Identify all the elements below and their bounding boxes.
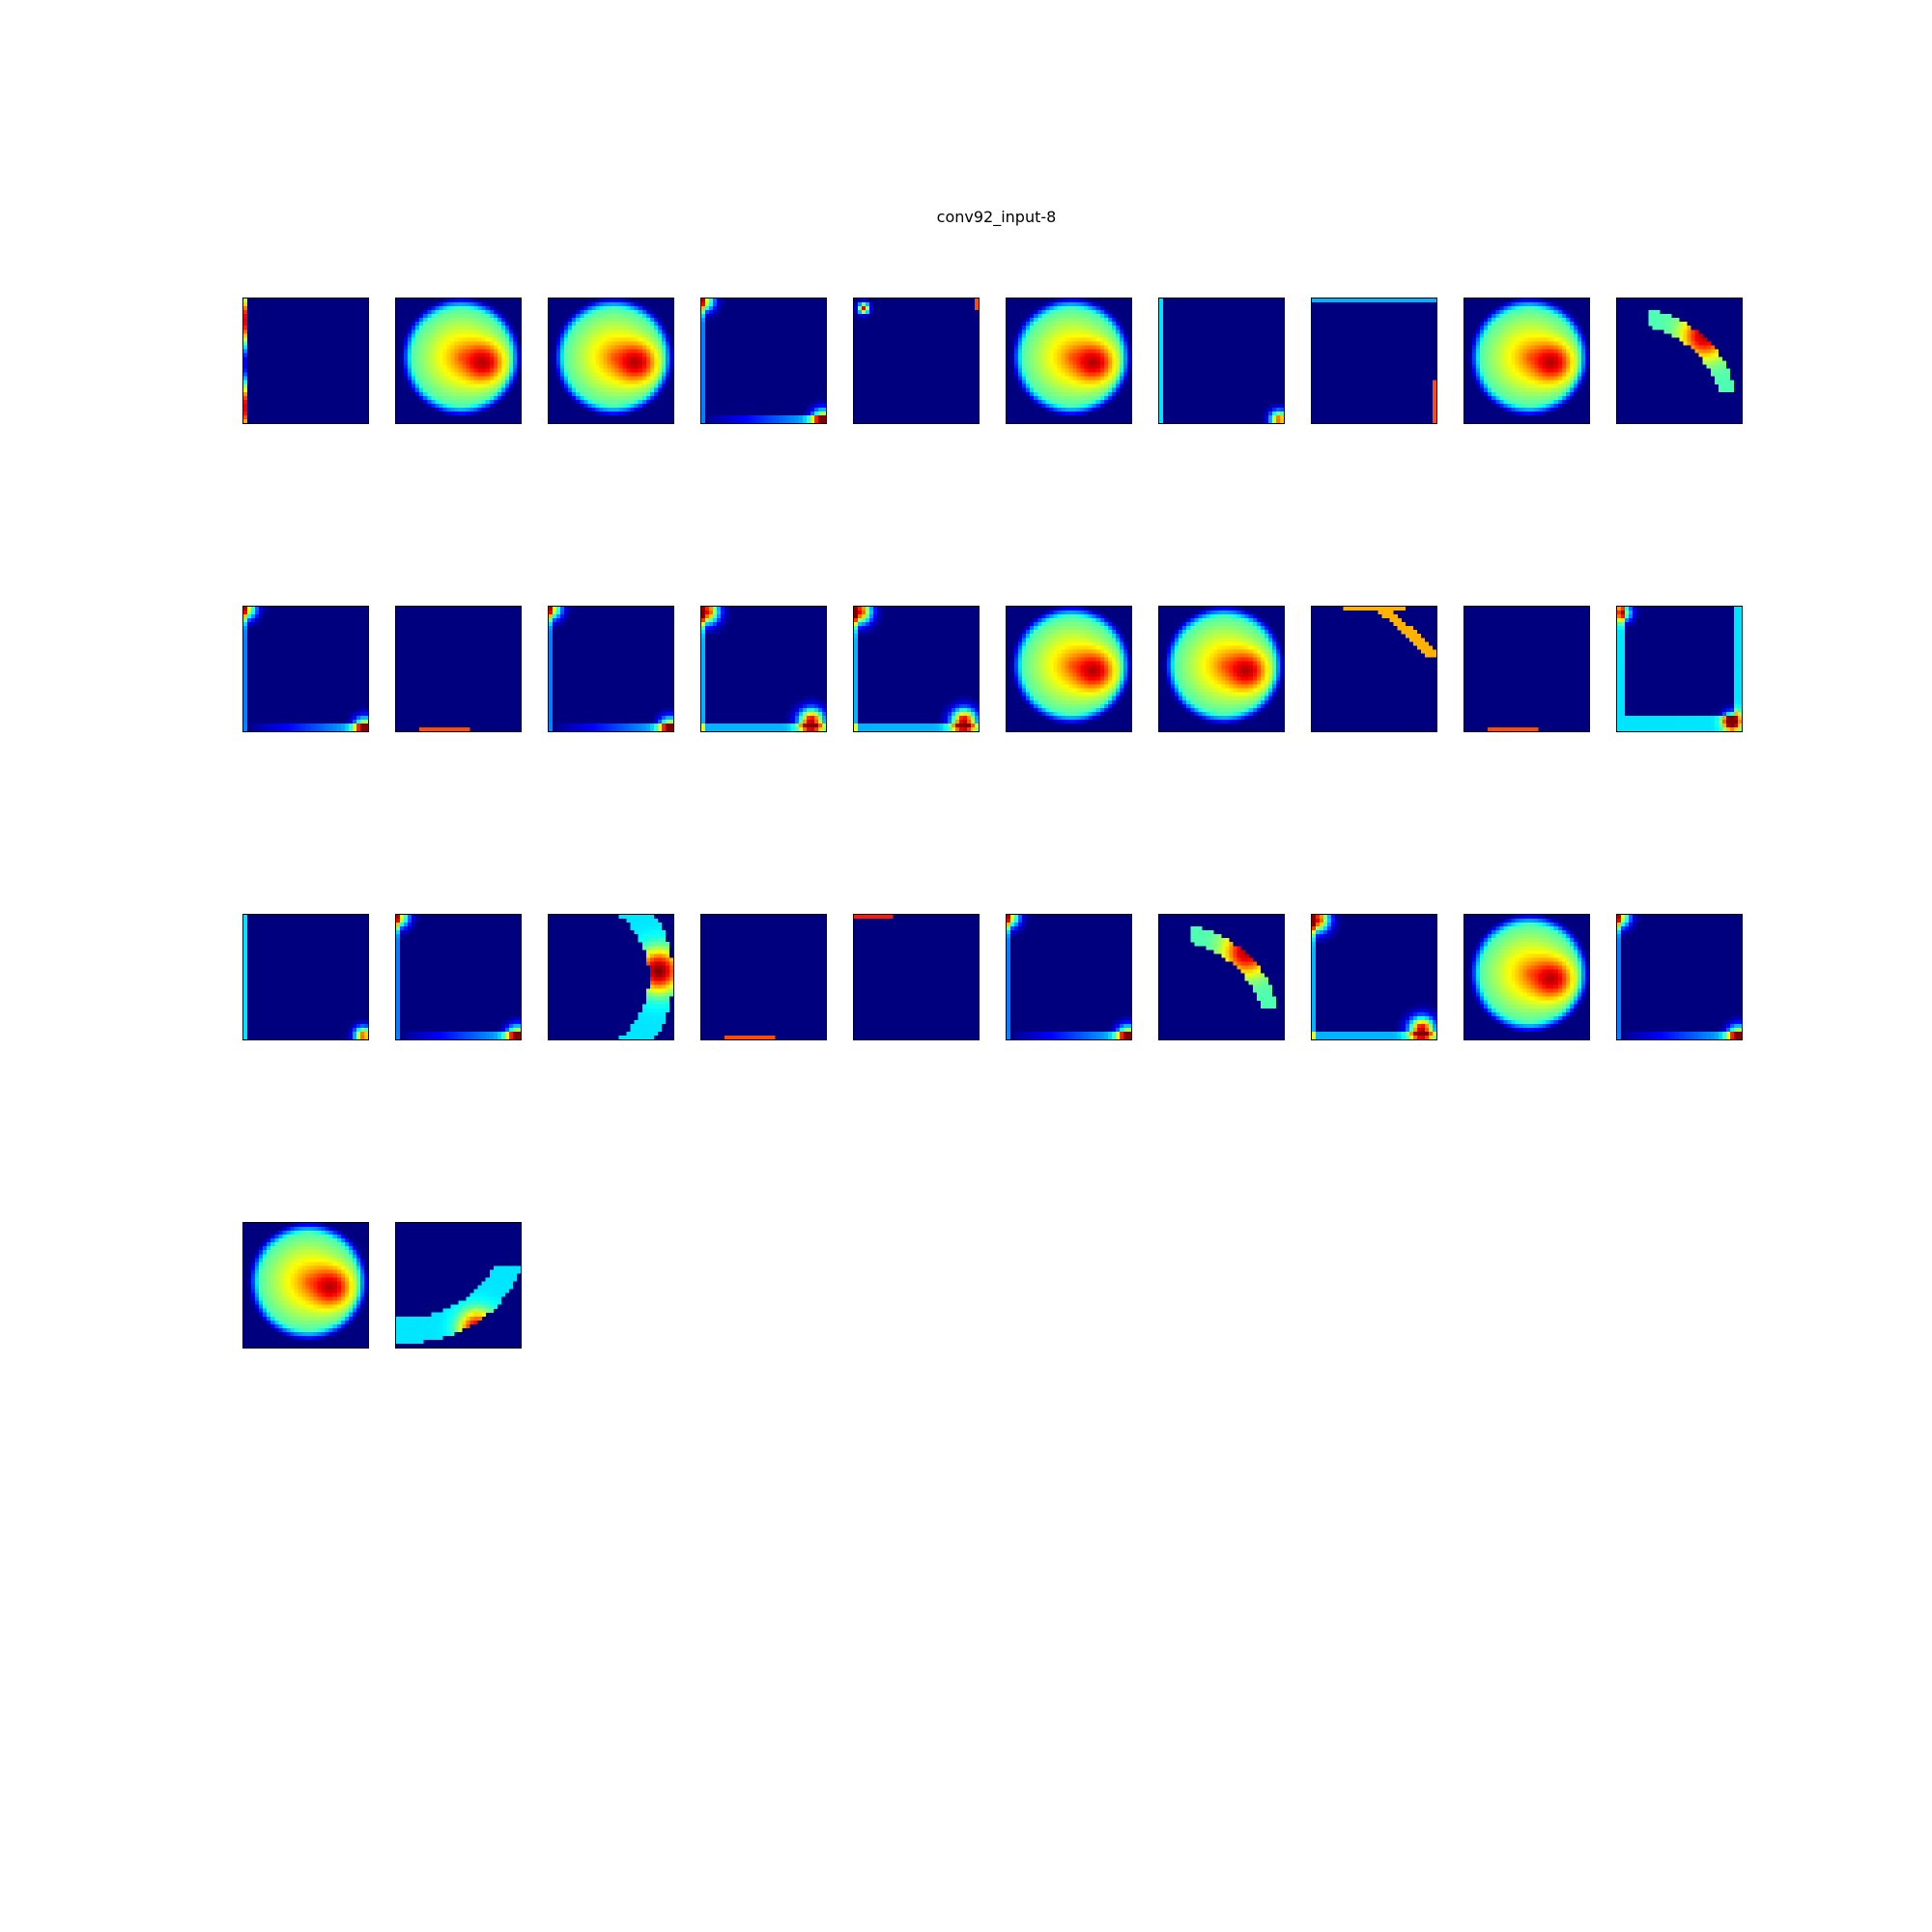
heatmap-panel-0 [242,298,369,424]
heatmap-panel-17 [1311,606,1437,732]
heatmap-panel-18 [1463,606,1590,732]
heatmap-panel-7 [1311,298,1437,424]
heatmap-panel-21 [395,914,522,1040]
heatmap-panel-9 [1616,298,1743,424]
heatmap-panel-25 [1006,914,1132,1040]
heatmap-panel-10 [242,606,369,732]
heatmap-panel-26 [1158,914,1285,1040]
heatmap-panel-24 [853,914,980,1040]
heatmap-panel-28 [1463,914,1590,1040]
heatmap-panel-23 [700,914,827,1040]
heatmap-panel-2 [548,298,674,424]
heatmap-panel-22 [548,914,674,1040]
heatmap-panel-27 [1311,914,1437,1040]
heatmap-panel-19 [1616,606,1743,732]
heatmap-panel-8 [1463,298,1590,424]
heatmap-panel-5 [1006,298,1132,424]
heatmap-panel-12 [548,606,674,732]
heatmap-panel-1 [395,298,522,424]
heatmap-panel-11 [395,606,522,732]
heatmap-panel-20 [242,914,369,1040]
heatmap-panel-4 [853,298,980,424]
heatmap-panel-16 [1158,606,1285,732]
heatmap-panel-29 [1616,914,1743,1040]
figure-title: conv92_input-8 [936,208,1057,226]
heatmap-panel-15 [1006,606,1132,732]
heatmap-panel-3 [700,298,827,424]
heatmap-panel-13 [700,606,827,732]
heatmap-panel-6 [1158,298,1285,424]
heatmap-panel-14 [853,606,980,732]
heatmap-panel-31 [395,1222,522,1349]
heatmap-panel-30 [242,1222,369,1349]
